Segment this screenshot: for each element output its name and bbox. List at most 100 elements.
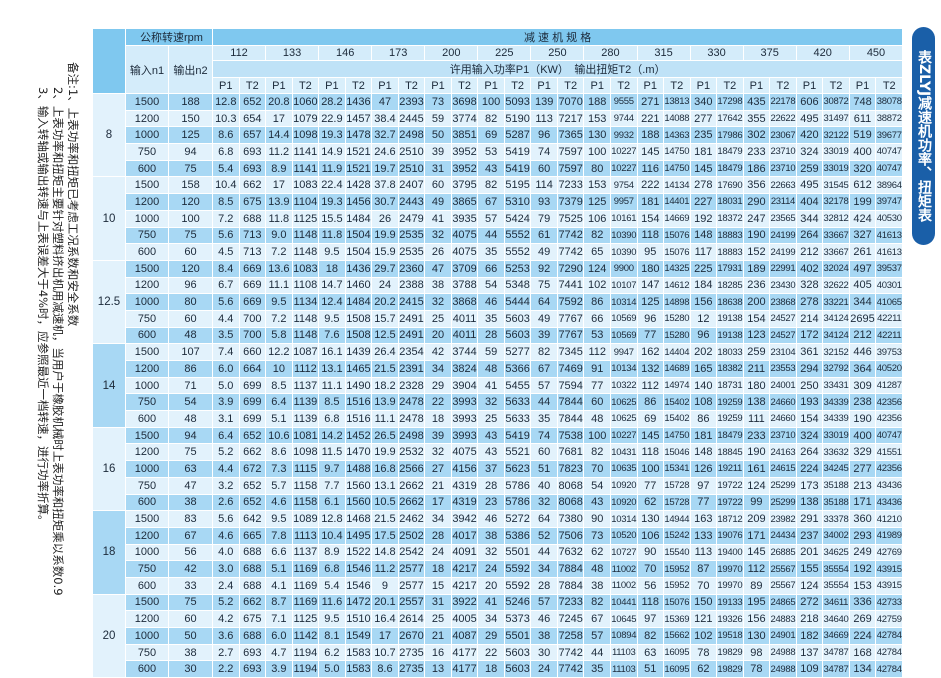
t2-cell-420: 33019 — [822, 159, 850, 178]
p1-cell-250: 114 — [530, 176, 558, 195]
t2-cell-173: 2532 — [397, 443, 426, 462]
t2-cell-315: 14669 — [663, 209, 691, 228]
p1-cell-450: 336 — [848, 593, 877, 612]
p1-cell-250: 113 — [530, 109, 558, 128]
t2-cell-112: 688 — [238, 627, 267, 645]
p1-cell-420: 264 — [795, 443, 824, 462]
p1-cell-315: 118 — [636, 443, 665, 462]
t2-cell-315: 14363 — [663, 126, 691, 145]
t2-cell-250: 7681 — [556, 443, 585, 462]
t2-cell-200: 4217 — [450, 560, 479, 578]
p1-cell-315: 82 — [636, 627, 665, 645]
t2-cell-225: 5348 — [503, 276, 532, 295]
t2-cell-450: 42784 — [875, 660, 904, 678]
table-row: 16 1500 94 6.4 652 10.6 1081 14.2 1452 26.5 2498 39… — [92, 426, 904, 512]
p1-cell-420: 138 — [795, 493, 824, 512]
t2-cell-173: 2498 — [397, 126, 426, 145]
t2-cell-146: 1522 — [344, 543, 373, 562]
t2-cell-315: 16095 — [663, 660, 691, 678]
p1-cell-280: 48 — [583, 410, 611, 428]
t2-cell-250: 7844 — [556, 393, 585, 412]
p1-cell-450: 212 — [848, 326, 877, 345]
rpm-header: 公称转速rpm — [124, 28, 214, 46]
p1-cell-173: 11.1 — [371, 410, 399, 428]
t2-cell-112: 660 — [238, 343, 267, 361]
p1-cell-146: 14.9 — [318, 143, 346, 161]
p1-cell-112: 7.2 — [212, 209, 240, 228]
t2-cell-173: 2393 — [397, 93, 426, 111]
n2-cell: 60 — [167, 243, 214, 261]
n1-cell: 750 — [125, 143, 169, 161]
t2-cell-173: 2557 — [397, 593, 426, 612]
p1-cell-450: 519 — [848, 126, 877, 145]
ratio-cell: 12.5 — [92, 259, 126, 345]
t2-cell-315: 14898 — [663, 293, 691, 311]
n2-cell: 75 — [167, 593, 214, 612]
t2-cell-315: 15280 — [663, 326, 691, 345]
table-row: 8 1500 188 12.8 652 20.8 1060 28.2 1436 47 2393 73 3… — [92, 92, 904, 178]
t2-cell-375: 24883 — [769, 610, 797, 628]
n1-cell: 1000 — [125, 376, 169, 395]
t2-cell-375: 22663 — [769, 176, 797, 195]
t2-cell-250: 7742 — [556, 643, 585, 662]
p1-cell-315: 90 — [636, 543, 665, 562]
size-header-225: 225 — [477, 45, 532, 61]
t2-cell-330: 19829 — [716, 643, 744, 662]
p1-cell-450: 424 — [848, 209, 877, 228]
t2-cell-450: 43436 — [875, 476, 904, 495]
p1-cell-450: 199 — [848, 193, 877, 211]
p1-cell-330: 62 — [689, 660, 718, 678]
table-row: 1200 120 8.5 675 13.9 1104 19.3 1456 30.7 2443 49 3… — [93, 193, 904, 211]
p1-cell-375: 161 — [742, 460, 771, 478]
p1-cell-200: 21 — [424, 476, 452, 495]
p1-cell-330: 108 — [689, 393, 718, 412]
p1-cell-250: 34 — [530, 560, 558, 578]
size-header-173: 173 — [371, 45, 426, 61]
t2-cell-450: 42356 — [875, 410, 904, 428]
t2-cell-280: 9744 — [609, 109, 638, 128]
p1-cell-146: 9.5 — [318, 610, 346, 628]
t2-cell-200: 3865 — [450, 193, 479, 211]
p1-cell-200: 73 — [424, 93, 452, 111]
p1-cell-112: 6.4 — [212, 426, 240, 445]
t2-cell-225: 5287 — [503, 126, 532, 145]
p1-cell-146: 9.5 — [318, 309, 346, 328]
p1-cell-315: 147 — [636, 276, 665, 295]
p1-cell-330: 150 — [689, 593, 718, 612]
t2-cell-200: 3904 — [450, 376, 479, 395]
p1-cell-280: 54 — [583, 476, 611, 495]
p1-cell-173: 8.6 — [371, 660, 399, 678]
p1-cell-450: 320 — [848, 159, 877, 178]
p1-cell-200: 59 — [424, 109, 452, 128]
table-row: 600 60 4.5 713 7.2 1148 9.5 1504 15.9 2535 26 4075 3… — [93, 243, 904, 261]
n1-cell: 1000 — [125, 460, 169, 478]
p1-cell-133: 10.6 — [265, 426, 293, 445]
t2-cell-450: 38872 — [875, 109, 904, 128]
t2-header: T2 — [556, 77, 585, 94]
t2-cell-375: 25567 — [769, 576, 797, 595]
p1-cell-173: 10.5 — [371, 493, 399, 512]
p1-header: P1 — [636, 77, 665, 94]
p1-cell-420: 495 — [795, 109, 824, 128]
p1-cell-133: 10 — [265, 360, 293, 378]
t2-cell-450: 38078 — [875, 93, 904, 111]
p1-cell-315: 77 — [636, 326, 665, 345]
t2-cell-133: 1081 — [291, 426, 320, 445]
p1-cell-375: 171 — [742, 526, 771, 545]
p1-cell-133: 17 — [265, 109, 293, 128]
p1-cell-225: 82 — [477, 109, 505, 128]
t2-cell-200: 4319 — [450, 493, 479, 512]
p1-cell-133: 7.3 — [265, 460, 293, 478]
t2-cell-450: 41989 — [875, 526, 904, 545]
t2-cell-420: 35554 — [822, 560, 850, 578]
t2-cell-330: 19326 — [716, 610, 744, 628]
t2-cell-133: 1141 — [291, 159, 320, 178]
t2-cell-200: 3993 — [450, 393, 479, 412]
t2-cell-146: 1428 — [344, 176, 373, 195]
p1-cell-250: 28 — [530, 576, 558, 595]
p1-cell-200: 24 — [424, 543, 452, 562]
table-row: 600 48 3.5 700 5.8 1148 7.6 1508 12.5 2491 20 4011 2… — [93, 326, 904, 345]
p1-cell-315: 145 — [636, 426, 665, 445]
p1-cell-375: 130 — [742, 627, 771, 645]
p1-cell-200: 50 — [424, 126, 452, 145]
